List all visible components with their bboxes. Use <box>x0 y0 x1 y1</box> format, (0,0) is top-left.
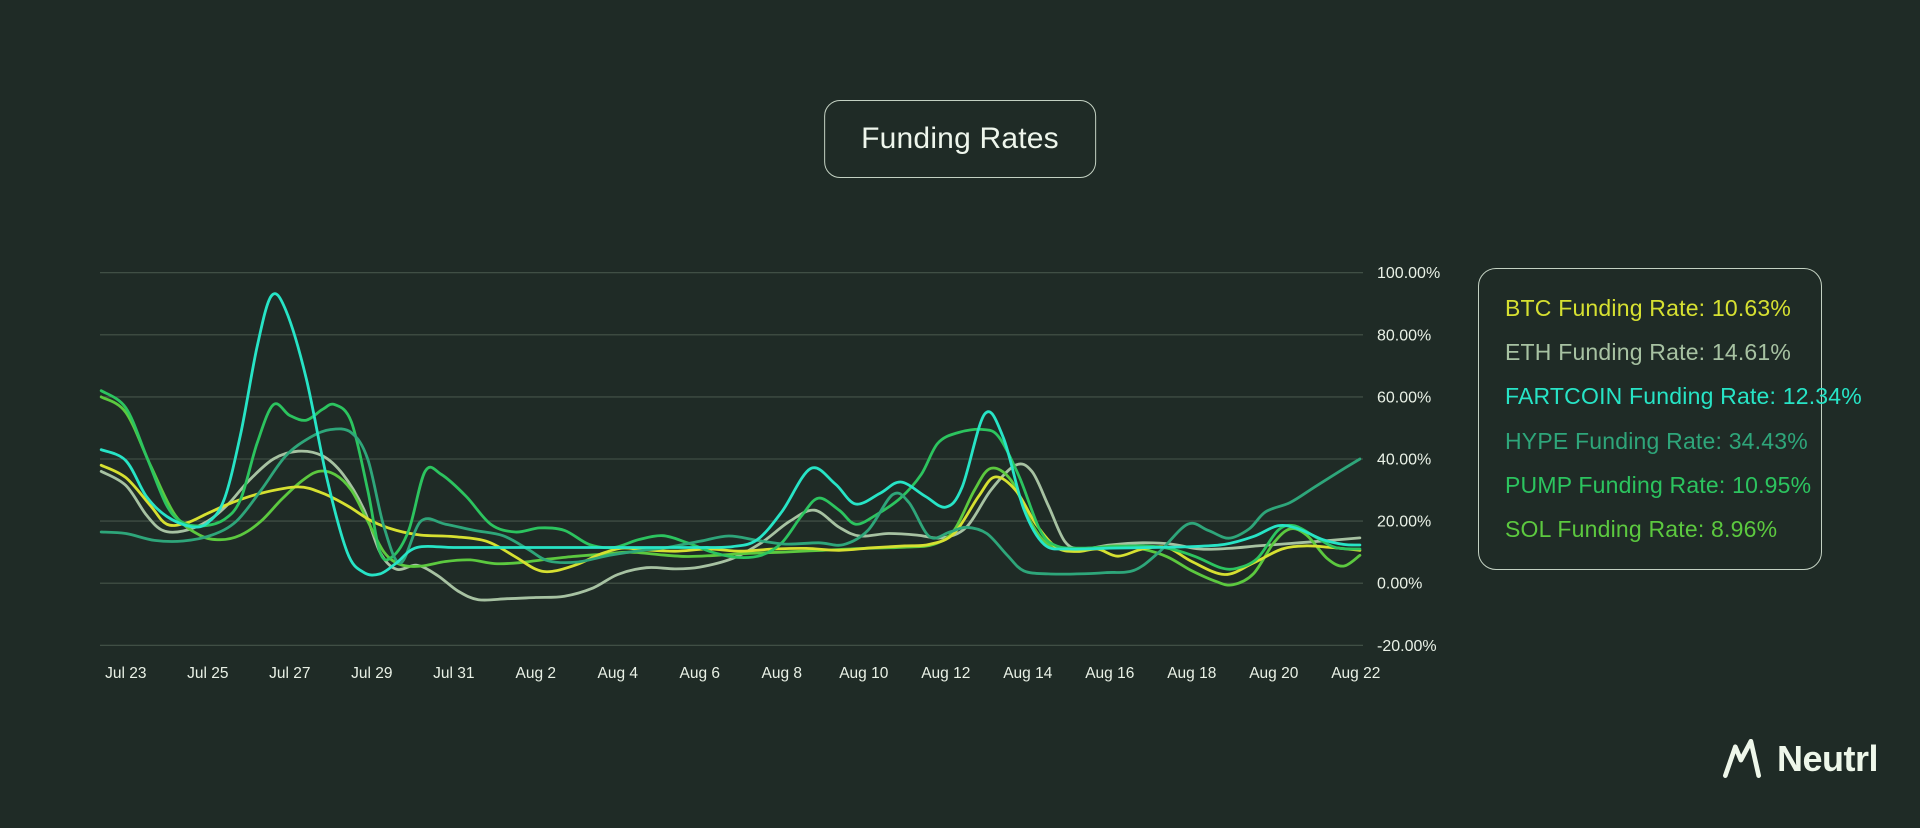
y-axis-label: -20.00% <box>1377 638 1437 655</box>
y-axis-label: 100.00% <box>1377 265 1440 282</box>
legend-item-pump: PUMP Funding Rate: 10.95% <box>1505 471 1812 498</box>
legend-item-btc: BTC Funding Rate: 10.63% <box>1505 294 1792 321</box>
x-axis-label: Aug 10 <box>839 665 889 682</box>
legend-item-fartcoin: FARTCOIN Funding Rate: 12.34% <box>1505 383 1862 410</box>
x-axis-label: Jul 23 <box>105 665 146 682</box>
x-axis-label: Aug 16 <box>1085 665 1134 682</box>
neutrl-waveform-n-icon <box>1720 739 1764 779</box>
x-axis-label: Aug 8 <box>762 665 803 682</box>
x-axis-label: Aug 12 <box>921 665 970 682</box>
y-axis-label: 0.00% <box>1377 576 1422 593</box>
brand-wordmark: Neutrl <box>1776 738 1879 779</box>
series-line-btc <box>99 463 1362 576</box>
x-axis-label: Jul 31 <box>433 665 474 682</box>
series-line-pump <box>99 389 1362 571</box>
x-axis-label: Aug 18 <box>1167 665 1216 682</box>
x-axis-label: Aug 4 <box>598 665 639 682</box>
brand-logo: Neutrl <box>1720 733 1879 785</box>
chart-title-box: Funding Rates <box>824 100 1096 178</box>
funding-rates-legend: BTC Funding Rate: 10.63% ETH Funding Rate… <box>1478 268 1862 570</box>
y-axis-label: 40.00% <box>1377 452 1431 469</box>
legend-item-sol: SOL Funding Rate: 8.96% <box>1505 516 1778 543</box>
x-axis-label: Jul 25 <box>187 665 228 682</box>
legend-item-eth: ETH Funding Rate: 14.61% <box>1505 338 1792 365</box>
x-axis-label: Aug 14 <box>1003 665 1053 682</box>
series-line-sol <box>99 395 1362 587</box>
y-axis-label: 20.00% <box>1377 514 1431 531</box>
series-line-hype <box>99 427 1362 576</box>
y-axis-label: 60.00% <box>1377 389 1431 406</box>
series-line-eth <box>99 449 1362 602</box>
x-axis-label: Jul 29 <box>351 665 392 682</box>
x-axis-label: Aug 22 <box>1331 665 1380 682</box>
x-axis-label: Jul 27 <box>269 665 310 682</box>
page-title: Funding Rates <box>861 122 1059 155</box>
series-line-fartcoin <box>99 292 1362 577</box>
x-axis-label: Aug 2 <box>516 665 557 682</box>
x-axis-label: Aug 20 <box>1249 665 1299 682</box>
x-axis-label: Aug 6 <box>680 665 721 682</box>
y-axis-label: 80.00% <box>1377 327 1431 344</box>
legend-item-hype: HYPE Funding Rate: 34.43% <box>1505 427 1808 454</box>
